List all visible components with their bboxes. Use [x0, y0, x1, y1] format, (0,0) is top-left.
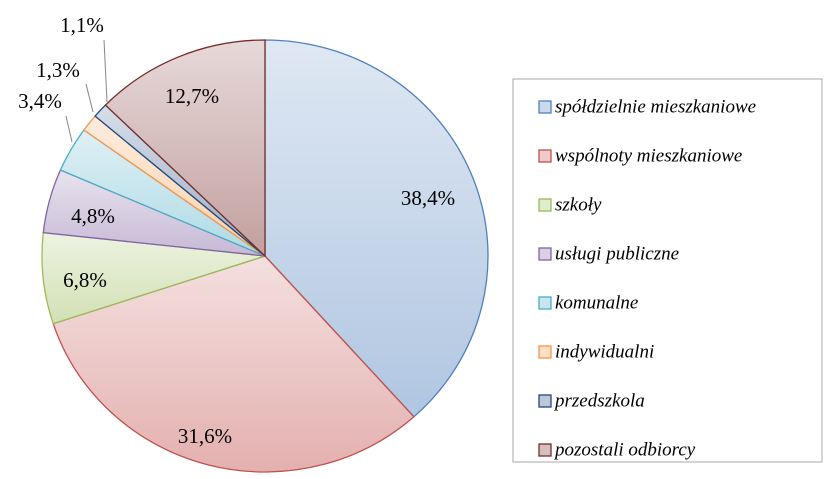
leader-line: [65, 115, 73, 143]
legend-swatch: [538, 296, 552, 310]
data-label: 3,4%: [18, 89, 62, 113]
legend-label: szkoły: [555, 194, 602, 215]
legend-label: przedszkola: [553, 390, 645, 411]
legend-swatch: [538, 100, 552, 114]
pie-slice: [264, 39, 489, 418]
data-label: 38,4%: [401, 186, 455, 210]
data-label: 6,8%: [63, 268, 107, 292]
legend-box: [512, 78, 823, 463]
legend-swatch: [538, 345, 552, 359]
data-label: 4,8%: [71, 204, 115, 228]
legend-swatch: [538, 247, 552, 261]
legend-label: wspólnoty mieszkaniowe: [555, 145, 742, 166]
data-label: 31,6%: [178, 424, 232, 448]
pie-slice: [104, 39, 266, 258]
leader-line: [85, 83, 94, 113]
leader-line: [103, 39, 108, 103]
pie-slice: [52, 255, 415, 473]
legend-swatch: [538, 394, 552, 408]
legend-label: indywidualni: [555, 341, 654, 362]
legend-label: spółdzielnie mieszkaniowe: [555, 96, 756, 117]
data-label: 1,3%: [36, 58, 80, 82]
legend-swatch: [538, 149, 552, 163]
data-label: 12,7%: [165, 84, 219, 108]
legend-label: usługi publiczne: [555, 243, 679, 264]
legend-swatch: [538, 443, 552, 457]
legend-label: pozostali odbiorcy: [553, 439, 696, 460]
legend-label: komunalne: [555, 292, 638, 313]
legend-swatch: [538, 198, 552, 212]
data-label: 1,1%: [60, 13, 104, 37]
